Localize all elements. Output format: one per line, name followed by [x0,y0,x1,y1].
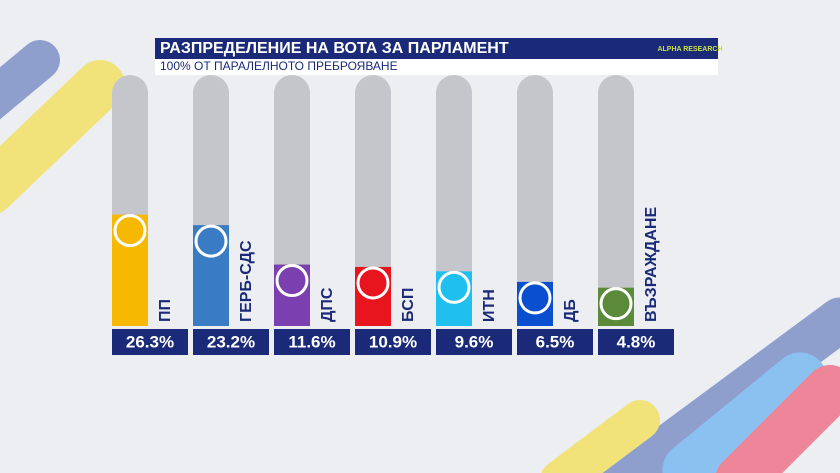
subtitle-bar [155,59,718,75]
bar-track [274,75,310,326]
plot: 26.3% ПП 23.2% ГЕРБ-СДС 11.6% ДПС 10.9% БСП 9.6%… [112,75,674,355]
stroke [716,365,840,473]
stroke [662,352,828,473]
value-label: 9.6% [455,332,494,351]
stroke [0,60,125,213]
value-box [112,329,188,355]
value-box [193,329,269,355]
value-label: 11.6% [288,332,335,351]
category-label: ДБ [562,299,579,322]
logo: ALPHA RESEARCH [657,46,722,53]
value-box [598,329,674,355]
bar-track [436,75,472,326]
bar-track [355,75,391,326]
value-label: 26.3% [126,332,174,351]
value-label: 23.2% [207,332,255,351]
bar-track [598,75,634,326]
value-box [436,329,512,355]
value-box [517,329,593,355]
bar-marker [437,270,471,304]
value-box [355,329,431,355]
value-label: 6.5% [536,332,575,351]
bar-marker [599,287,633,321]
bar-marker [194,224,228,258]
category-label: ИТН [481,289,498,322]
decoration [0,40,840,473]
category-label: ГЕРБ-СДС [238,240,255,322]
category-label: ПП [157,299,174,322]
stroke [541,400,660,473]
value-label: 4.8% [617,332,656,351]
stroke [595,297,840,473]
stroke [0,40,60,120]
category-label: ВЪЗРАЖДАНЕ [643,207,660,322]
bar-marker [113,214,147,248]
title-bar [155,38,718,59]
chart-title: РАЗПРЕДЕЛЕНИЕ НА ВОТА ЗА ПАРЛАМЕНТ [160,40,509,57]
bar-marker [518,281,552,315]
bar-marker [356,266,390,300]
value-box [274,329,350,355]
bar-track [517,75,553,326]
chart-subtitle: 100% ОТ ПАРАЛЕЛНОТО ПРЕБРОЯВАНЕ [160,59,398,73]
category-label: БСП [400,288,417,322]
category-label: ДПС [319,287,336,322]
bar-marker [275,264,309,298]
value-label: 10.9% [369,332,417,351]
